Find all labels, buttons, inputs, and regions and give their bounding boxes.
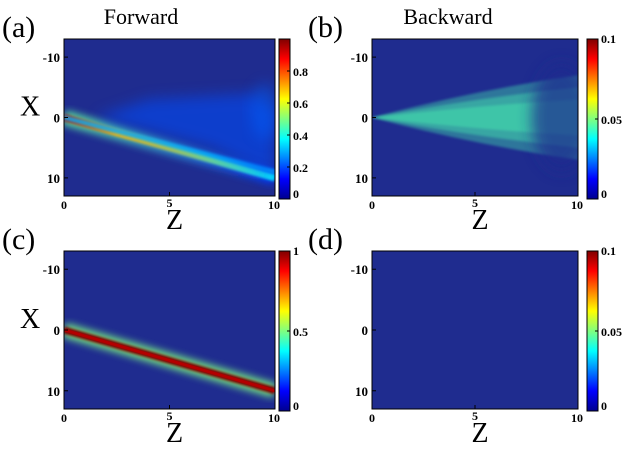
colorbar-tick-label: 0.4 [293, 129, 308, 143]
x-tick-label: 0 [369, 411, 375, 425]
y-axis-label: X [20, 304, 40, 335]
y-tick-label: 0 [54, 323, 61, 338]
colorbar-tick-label: 0.05 [601, 325, 622, 339]
y-tick-label: 10 [355, 384, 368, 399]
x-tick-label: 10 [571, 411, 583, 425]
colorbar-tick-label: 0 [601, 399, 607, 413]
y-tick-label: 10 [47, 384, 60, 399]
beam-core [64, 328, 275, 393]
x-tick-label: 5 [472, 196, 478, 210]
colorbar-tick-label: 0 [601, 187, 607, 201]
x-axis-label: Z [471, 418, 488, 449]
heatmap-content [372, 62, 578, 173]
colorbar-tick-label: 1 [293, 244, 299, 258]
diffuse-lobe-edge [250, 83, 275, 140]
panel-label: (b) [308, 11, 343, 44]
colorbar-tick-label: 0.2 [293, 161, 308, 175]
x-tick-label: 5 [472, 409, 478, 423]
secondary-beam [64, 115, 275, 175]
x-tick-label: 5 [167, 196, 173, 210]
x-axis-label: Z [166, 418, 183, 449]
panel-label: (c) [2, 223, 35, 256]
y-tick-label: 10 [355, 171, 368, 186]
x-axis-label: Z [166, 205, 183, 236]
x-tick-label: 10 [268, 198, 280, 212]
heatmap-content [64, 323, 275, 398]
x-tick-label: 10 [571, 198, 583, 212]
colorbar-tick-label: 0.8 [293, 65, 308, 79]
colorbar [278, 38, 291, 200]
y-axis-label: X [20, 92, 40, 123]
colorbar-tick-label: 0.05 [601, 113, 622, 127]
heatmap-content [64, 83, 275, 185]
lobe-hollow [531, 62, 578, 173]
y-tick-label: 0 [362, 323, 369, 338]
x-tick-label: 0 [369, 198, 375, 212]
y-tick-label: -10 [351, 262, 368, 277]
y-tick-label: 0 [362, 111, 369, 126]
panel-label: (a) [2, 11, 35, 44]
x-axis-label: Z [471, 205, 488, 236]
y-tick-label: 10 [47, 171, 60, 186]
x-tick-label: 5 [167, 409, 173, 423]
diffuse-lobe [95, 93, 275, 178]
y-tick-label: 0 [54, 111, 61, 126]
x-tick-label: 0 [61, 411, 67, 425]
colorbar-tick-label: 0 [293, 399, 299, 413]
panel-title: Forward [104, 4, 179, 29]
x-tick-label: 10 [268, 411, 280, 425]
backward-lobe [372, 99, 578, 136]
panel-label: (d) [308, 223, 343, 256]
x-tick-label: 0 [61, 198, 67, 212]
y-tick-label: -10 [43, 50, 60, 65]
colorbar-tick-label: 0.5 [293, 325, 308, 339]
plot-area [372, 251, 578, 409]
colorbar-tick-label: 0 [293, 187, 299, 201]
y-tick-label: -10 [43, 262, 60, 277]
colorbar-tick-label: 0.1 [601, 32, 616, 46]
colorbar-tick-label: 0.6 [293, 97, 308, 111]
panel-title: Backward [403, 4, 492, 29]
y-tick-label: -10 [351, 50, 368, 65]
colorbar-tick-label: 0.1 [601, 244, 616, 258]
